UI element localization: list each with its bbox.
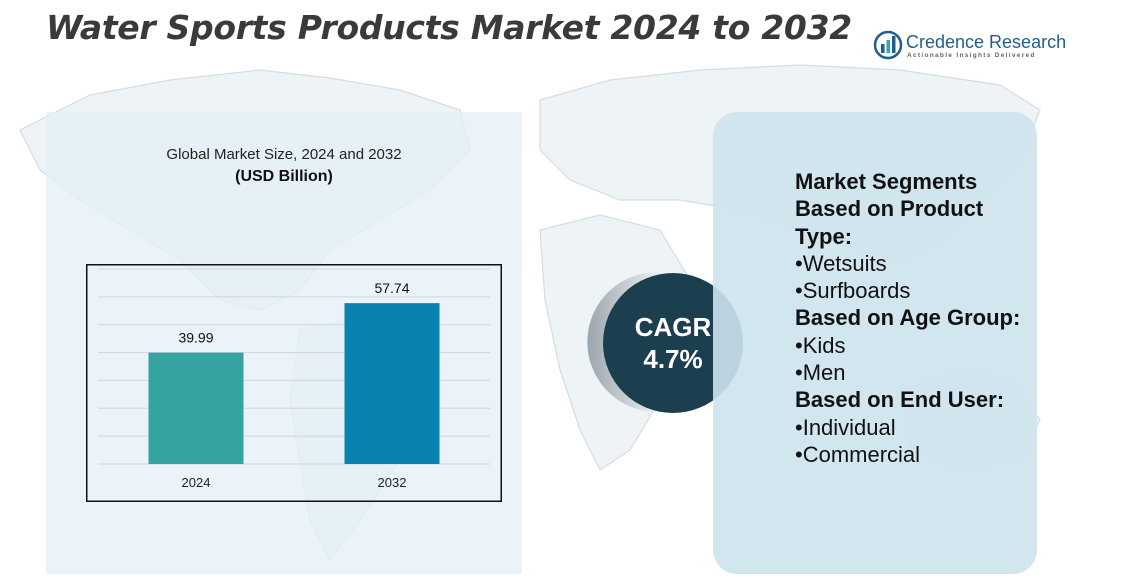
segment-item-commercial: •Commercial	[795, 441, 921, 467]
chart-frame	[86, 264, 502, 502]
age-group-heading: Based on Age Group:	[795, 305, 1021, 331]
segment-item-individual: •Individual	[795, 414, 896, 440]
logo-tagline: Actionable Insights Delivered	[907, 52, 1036, 59]
product-type-heading: Market Segments Based on Product Type:	[795, 169, 984, 249]
cagr-ring-decoration	[587, 272, 674, 412]
tick-label-2032: 2032	[378, 475, 407, 490]
tick-label-2024: 2024	[182, 475, 211, 490]
segment-item-kids: •Kids	[795, 332, 846, 358]
chart-bars: 39.99 2024 57.74 2032	[148, 280, 440, 490]
bar-2032	[344, 303, 440, 464]
market-segments-panel	[713, 112, 1037, 574]
bar-chart: 39.99 2024 57.74 2032	[86, 264, 502, 502]
logo-name-part1: Credence	[906, 32, 985, 52]
chart-unit: (USD Billion)	[235, 168, 333, 185]
market-segments-list: Market Segments Based on Product Type: •…	[795, 168, 1035, 468]
data-label-2024: 39.99	[178, 330, 213, 346]
market-size-chart-panel: Global Market Size, 2024 and 2032 (USD B…	[46, 112, 522, 574]
segment-item-men: •Men	[795, 360, 846, 386]
logo-name: Credence Research	[906, 32, 1066, 53]
bar-2024	[148, 352, 244, 464]
data-label-2032: 57.74	[374, 280, 409, 296]
page-title: Water Sports Products Market 2024 to 203…	[46, 8, 852, 47]
bar-chart-logo-icon	[873, 30, 903, 60]
cagr-value: 4.7%	[643, 344, 703, 374]
cagr-label: CAGR	[634, 312, 712, 342]
segment-item-wetsuits: •Wetsuits	[795, 250, 887, 276]
logo-name-part2: Research	[984, 32, 1067, 52]
credence-research-logo: Credence Research Actionable Insights De…	[873, 30, 1066, 64]
end-user-heading: Based on End User:	[795, 387, 1005, 413]
segment-item-surfboards: •Surfboards	[795, 278, 911, 304]
chart-title: Global Market Size, 2024 and 2032	[166, 146, 402, 163]
